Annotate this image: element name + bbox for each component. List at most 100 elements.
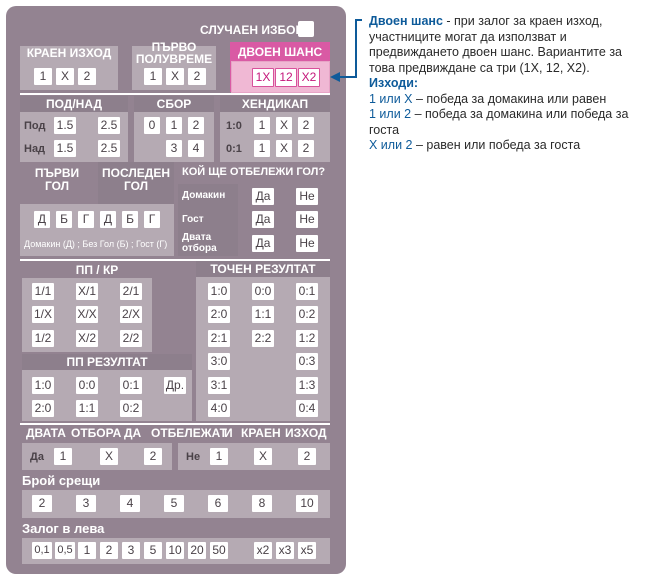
stake-x5[interactable]: x5 <box>298 542 316 559</box>
handicap-1-0-opt-2[interactable]: 2 <box>298 117 314 134</box>
ht-score-1-1[interactable]: 1:1 <box>76 400 98 417</box>
ht-ft-2-2[interactable]: 2/2 <box>120 330 142 347</box>
exact-score-2-2[interactable]: 2:2 <box>252 330 274 347</box>
stake-20[interactable]: 20 <box>188 542 206 559</box>
matches-count-10[interactable]: 10 <box>296 495 318 512</box>
ht-ft-1-1[interactable]: 1/1 <box>32 283 54 300</box>
stake-3[interactable]: 3 <box>122 542 140 559</box>
first-goal-home[interactable]: Д <box>34 211 50 228</box>
stake-0-1[interactable]: 0,1 <box>32 542 52 559</box>
who-scores-both-no[interactable]: Не <box>296 235 318 252</box>
ht-ft-1-x[interactable]: 1/X <box>32 306 54 323</box>
final-result-option-x[interactable]: X <box>56 68 74 85</box>
stake-0-5[interactable]: 0,5 <box>55 542 75 559</box>
double-chance-option-12[interactable]: 12 <box>275 68 297 87</box>
exact-score-0-3[interactable]: 0:3 <box>296 353 318 370</box>
ht-ft-2-x[interactable]: 2/X <box>120 306 142 323</box>
stake-5[interactable]: 5 <box>144 542 162 559</box>
stake-x3[interactable]: x3 <box>276 542 294 559</box>
ht-score-2-0[interactable]: 2:0 <box>32 400 54 417</box>
under-1-5[interactable]: 1.5 <box>54 117 76 134</box>
handicap-0-1-label: 0:1 <box>226 143 242 155</box>
exact-score-2-1[interactable]: 2:1 <box>208 330 230 347</box>
bts-no-2[interactable]: 2 <box>298 448 316 465</box>
exact-score-0-1[interactable]: 0:1 <box>296 283 318 300</box>
who-scores-home-yes[interactable]: Да <box>252 188 274 205</box>
ht-ft-x-2[interactable]: X/2 <box>76 330 98 347</box>
bts-yes-x[interactable]: X <box>100 448 118 465</box>
total-goals-0[interactable]: 0 <box>144 117 160 134</box>
first-goal-none[interactable]: Б <box>56 211 72 228</box>
total-goals-4[interactable]: 4 <box>188 140 204 157</box>
ht-score-0-0[interactable]: 0:0 <box>76 377 98 394</box>
exact-score-1-0[interactable]: 1:0 <box>208 283 230 300</box>
first-goal-header-2: ГОЛ <box>44 179 70 193</box>
double-chance-option-x2[interactable]: X2 <box>298 68 320 87</box>
last-goal-home[interactable]: Д <box>100 211 116 228</box>
handicap-1-0-opt-1[interactable]: 1 <box>254 117 270 134</box>
over-1-5[interactable]: 1.5 <box>54 140 76 157</box>
handicap-0-1-opt-2[interactable]: 2 <box>298 140 314 157</box>
ht-ft-x-1[interactable]: X/1 <box>76 283 98 300</box>
matches-count-3[interactable]: 3 <box>76 495 96 512</box>
who-scores-away-no[interactable]: Не <box>296 211 318 228</box>
random-choice-checkbox[interactable] <box>298 21 314 37</box>
last-goal-none[interactable]: Б <box>122 211 138 228</box>
final-result-option-2[interactable]: 2 <box>78 68 96 85</box>
matches-count-2[interactable]: 2 <box>32 495 52 512</box>
exact-score-0-0[interactable]: 0:0 <box>252 283 274 300</box>
exact-score-4-0[interactable]: 4:0 <box>208 400 230 417</box>
exact-score-2-0[interactable]: 2:0 <box>208 306 230 323</box>
stake-x2[interactable]: x2 <box>254 542 272 559</box>
first-half-option-1[interactable]: 1 <box>144 68 162 85</box>
bts-no-1[interactable]: 1 <box>210 448 228 465</box>
exact-score-3-0[interactable]: 3:0 <box>208 353 230 370</box>
matches-count-8[interactable]: 8 <box>252 495 272 512</box>
exact-score-1-3[interactable]: 1:3 <box>296 377 318 394</box>
exact-score-0-2[interactable]: 0:2 <box>296 306 318 323</box>
handicap-0-1-opt-1[interactable]: 1 <box>254 140 270 157</box>
final-result-option-1[interactable]: 1 <box>34 68 52 85</box>
ht-score-other[interactable]: Др. <box>164 377 186 394</box>
first-half-option-2[interactable]: 2 <box>188 68 206 85</box>
exact-score-3-1[interactable]: 3:1 <box>208 377 230 394</box>
handicap-1-0-opt-x[interactable]: X <box>276 117 292 134</box>
first-half-option-x[interactable]: X <box>166 68 184 85</box>
bts-yes-2[interactable]: 2 <box>144 448 162 465</box>
total-goals-1[interactable]: 1 <box>166 117 182 134</box>
first-goal-away[interactable]: Г <box>78 211 94 228</box>
bts-yes-1[interactable]: 1 <box>54 448 72 465</box>
handicap-0-1-opt-x[interactable]: X <box>276 140 292 157</box>
ht-ft-2-1[interactable]: 2/1 <box>120 283 142 300</box>
ht-ft-x-x[interactable]: X/X <box>76 306 98 323</box>
stake-1[interactable]: 1 <box>78 542 96 559</box>
ht-score-1-0[interactable]: 1:0 <box>32 377 54 394</box>
stake-10[interactable]: 10 <box>166 542 184 559</box>
under-label: Под <box>24 120 46 132</box>
bts-yes-label: Да <box>30 451 44 463</box>
over-2-5[interactable]: 2.5 <box>98 140 120 157</box>
matches-count-6[interactable]: 6 <box>208 495 228 512</box>
matches-count-4[interactable]: 4 <box>120 495 140 512</box>
stake-50[interactable]: 50 <box>210 542 228 559</box>
exact-score-1-2[interactable]: 1:2 <box>296 330 318 347</box>
who-scores-away-yes[interactable]: Да <box>252 211 274 228</box>
bts-no-x[interactable]: X <box>254 448 272 465</box>
total-goals-3[interactable]: 3 <box>166 140 182 157</box>
double-chance-header: ДВОЕН ШАНС <box>237 45 323 59</box>
annotation-outcome-1-text: – победа за домакина или равен <box>412 91 607 106</box>
stake-2[interactable]: 2 <box>100 542 118 559</box>
who-scores-both-yes[interactable]: Да <box>252 235 274 252</box>
ht-ft-1-2[interactable]: 1/2 <box>32 330 54 347</box>
total-goals-header-bg <box>134 96 214 112</box>
ht-score-0-1[interactable]: 0:1 <box>120 377 142 394</box>
who-scores-home-no[interactable]: Не <box>296 188 318 205</box>
last-goal-away[interactable]: Г <box>144 211 160 228</box>
ht-score-0-2[interactable]: 0:2 <box>120 400 142 417</box>
total-goals-2[interactable]: 2 <box>188 117 204 134</box>
double-chance-option-1x[interactable]: 1X <box>252 68 274 87</box>
matches-count-5[interactable]: 5 <box>164 495 184 512</box>
exact-score-1-1[interactable]: 1:1 <box>252 306 274 323</box>
under-2-5[interactable]: 2.5 <box>98 117 120 134</box>
exact-score-0-4[interactable]: 0:4 <box>296 400 318 417</box>
